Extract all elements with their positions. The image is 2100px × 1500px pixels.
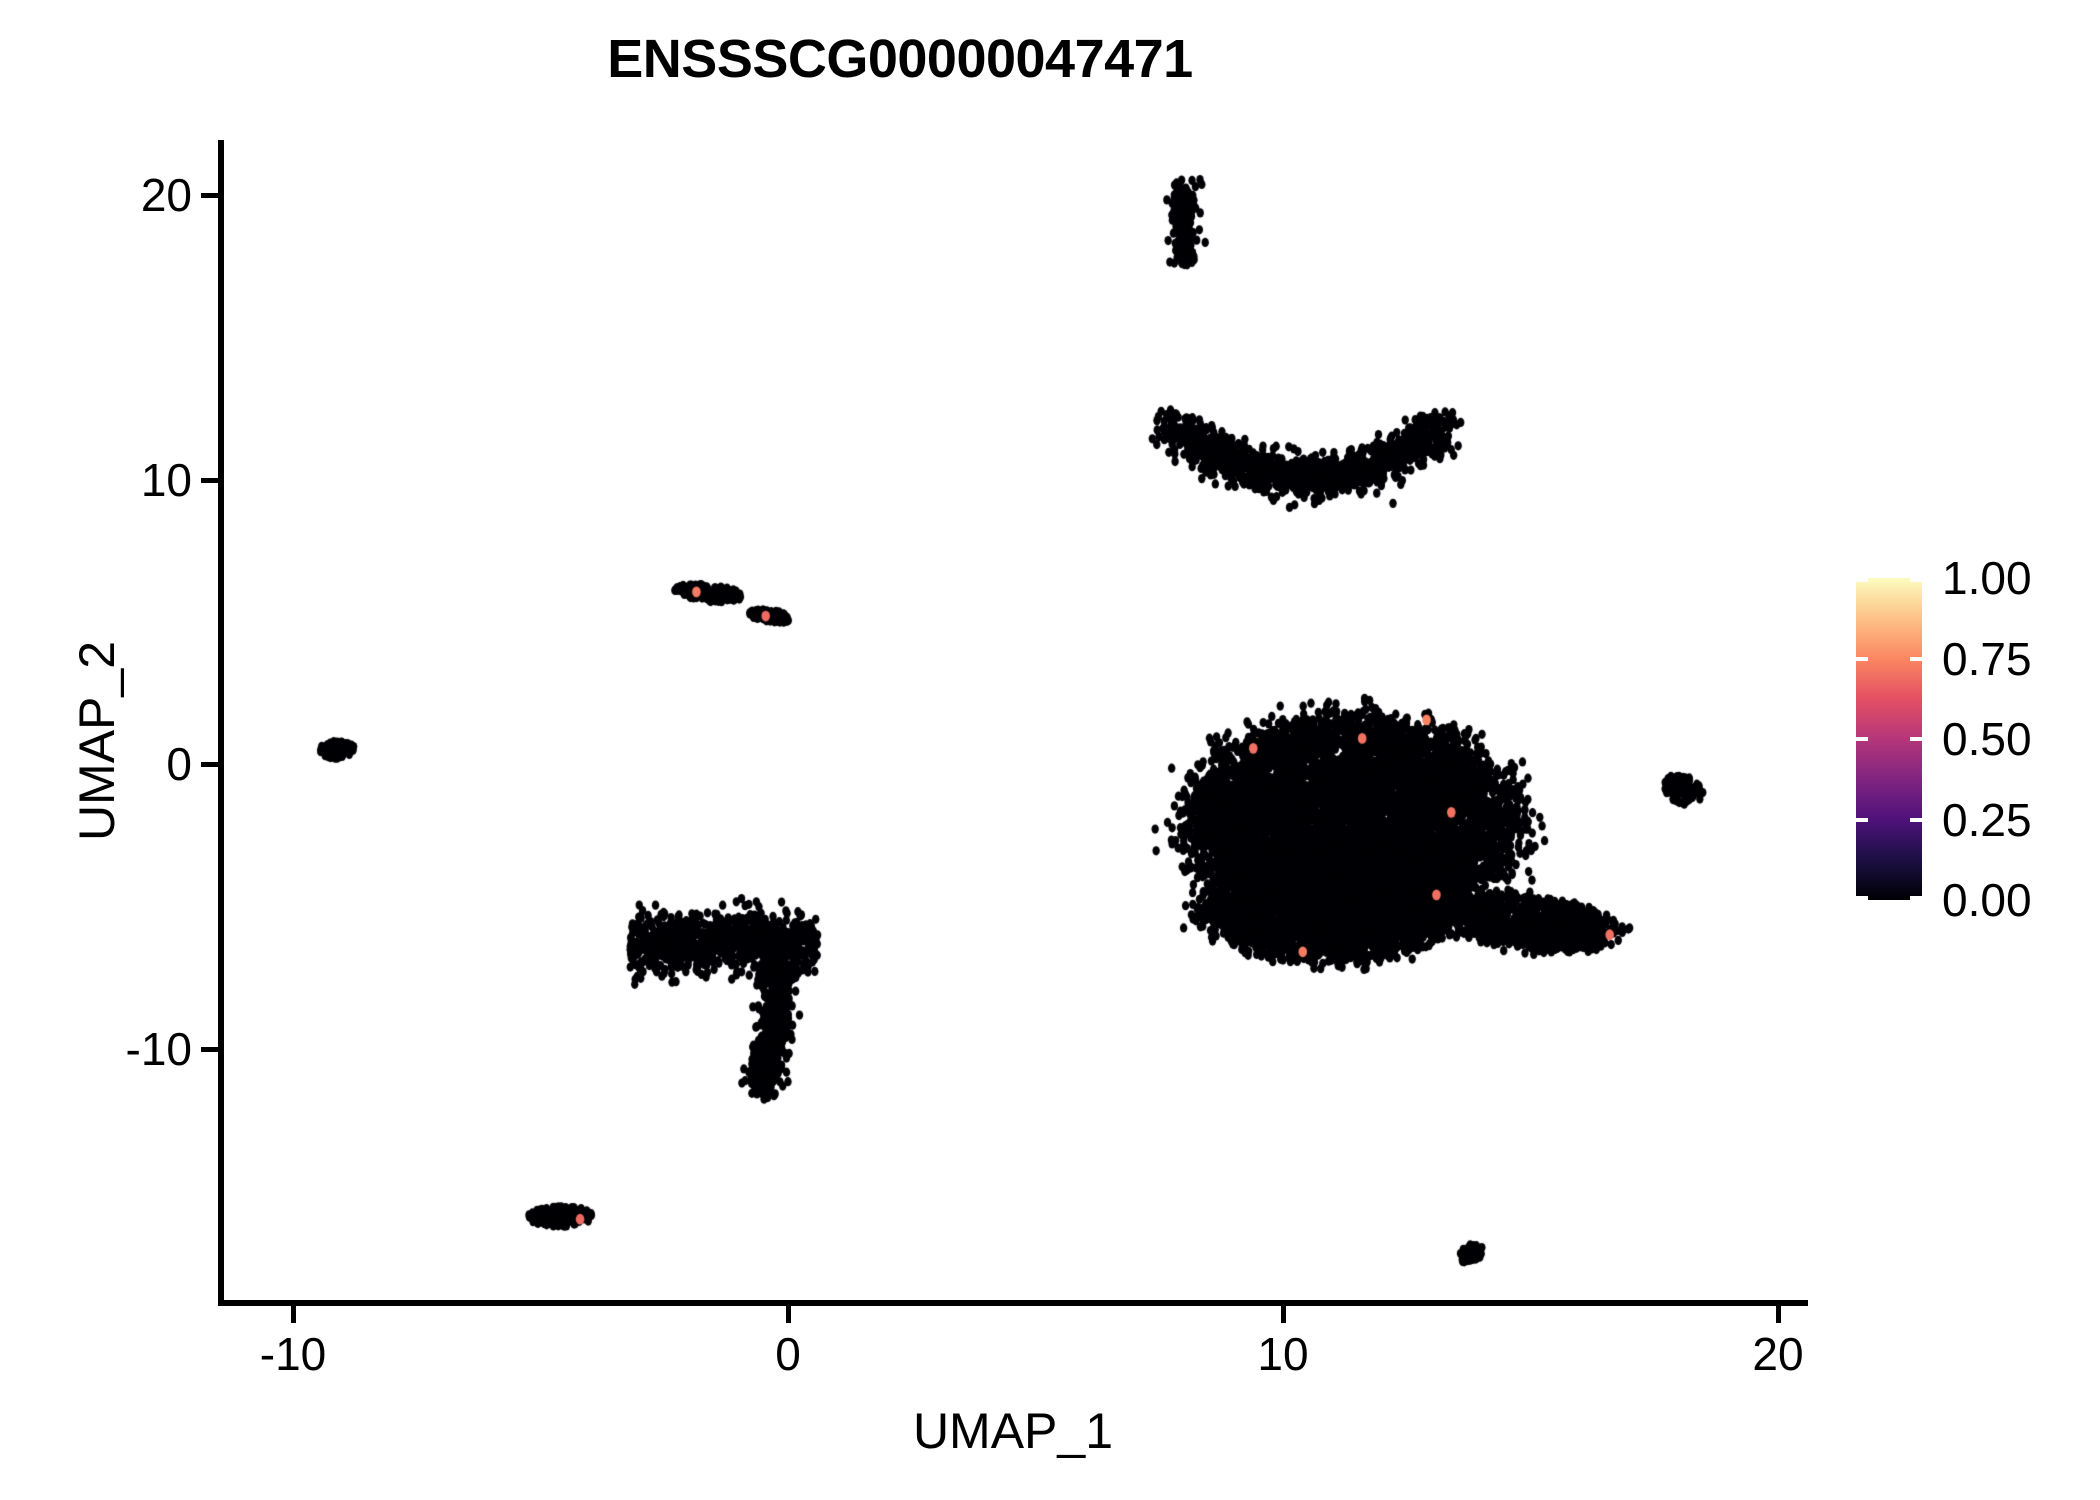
y-tick-mark [201, 477, 218, 483]
x-tick-label: 0 [775, 1328, 801, 1380]
y-tick-mark [201, 1046, 218, 1052]
y-axis-title: UMAP_2 [69, 640, 125, 842]
x-tick-label: 10 [1257, 1328, 1309, 1380]
x-tick-mark [1281, 1306, 1286, 1323]
x-tick-mark [786, 1306, 791, 1323]
x-tick-label: -10 [259, 1328, 327, 1380]
plot-panel [223, 141, 1803, 1303]
y-axis-line [218, 140, 224, 1306]
colorbar-tick-label: 0.75 [1942, 632, 2032, 685]
colorbar-tick-label: 1.00 [1942, 552, 2032, 604]
colorbar-tick-mark [1856, 896, 1868, 900]
y-tick-label: -10 [125, 1022, 192, 1075]
y-tick-label: 0 [166, 738, 192, 790]
x-tick-label: 20 [1752, 1328, 1804, 1380]
colorbar-tick-mark [1910, 578, 1922, 582]
colorbar-tick-label: 0.50 [1942, 713, 2032, 765]
page-title: ENSSSCG00000047471 [607, 29, 1193, 89]
y-tick-mark [201, 762, 218, 767]
x-tick-mark [291, 1306, 296, 1323]
colorbar-tick-mark [1856, 737, 1868, 741]
colorbar-tick-mark [1856, 656, 1868, 661]
x-axis-title: UMAP_1 [912, 1403, 1114, 1459]
colorbar-tick-mark [1910, 817, 1922, 822]
scatter-canvas [223, 141, 1803, 1303]
colorbar-tick-label: 0.00 [1942, 874, 2032, 926]
y-tick-mark [201, 193, 218, 198]
y-tick-label: 20 [140, 169, 192, 221]
x-axis-line [218, 1300, 1808, 1306]
colorbar-tick-mark [1910, 737, 1922, 741]
colorbar-tick-mark [1910, 896, 1922, 900]
x-tick-mark [1776, 1306, 1781, 1323]
colorbar-tick-mark [1910, 656, 1922, 661]
colorbar-legend: 0.00 0.25 0.50 0.75 1.00 [1856, 555, 2096, 923]
y-tick-label: 10 [140, 453, 192, 506]
colorbar-tick-label: 0.25 [1942, 793, 2032, 846]
colorbar-tick-mark [1856, 578, 1868, 582]
colorbar-tick-mark [1856, 817, 1868, 822]
